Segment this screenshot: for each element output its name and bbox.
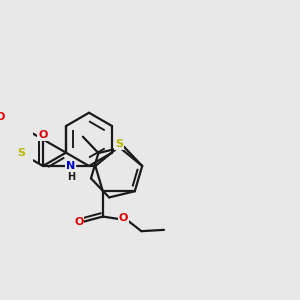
- Text: H: H: [67, 172, 75, 182]
- Text: O: O: [74, 217, 84, 227]
- Text: S: S: [17, 148, 25, 158]
- Text: S: S: [115, 139, 123, 148]
- Text: O: O: [38, 130, 48, 140]
- Text: O: O: [0, 112, 5, 122]
- Text: N: N: [66, 161, 76, 171]
- Text: O: O: [118, 213, 128, 223]
